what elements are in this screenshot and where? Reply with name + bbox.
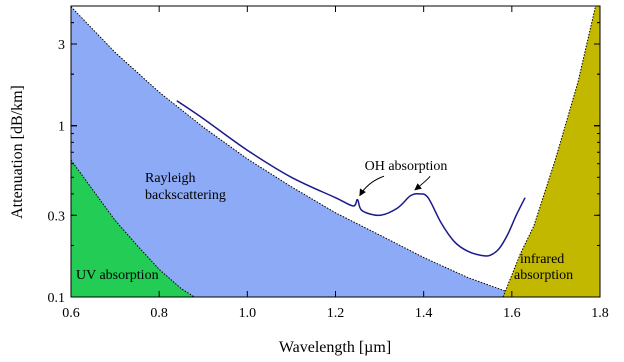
rayleigh-backscattering-region [71,6,534,297]
x-axis-ticks: 0.6 0.8 1.0 1.2 1.4 1.6 1.8 [62,6,609,321]
infrared-boundary-line [502,6,597,297]
x-tick-label: 1.2 [327,306,345,321]
uv-absorption-region [71,160,195,297]
x-tick-label: 0.6 [62,306,80,321]
rayleigh-label-line2: backscattering [145,188,226,203]
x-tick-label: 1.0 [239,306,257,321]
infrared-absorption-region [503,6,600,297]
x-axis-title: Wavelength [µm] [279,339,391,356]
x-tick-label: 0.8 [150,306,168,321]
y-axis-title: Attenuation [dB/km] [9,85,26,219]
oh-arrow [414,175,431,191]
x-tick-label: 1.8 [591,306,609,321]
x-tick-label: 1.4 [415,306,433,321]
uv-boundary-line [71,159,195,297]
measured-attenuation-curve [176,100,526,257]
x-tick-label: 1.6 [503,306,521,321]
oh-arrow [359,175,385,197]
y-tick-label: 1 [58,120,65,135]
oh-absorption-label: OH absorption [365,159,448,174]
rayleigh-label-line1: Rayleigh [145,171,196,186]
y-tick-label: 0.1 [48,291,66,306]
y-tick-label: 0.3 [48,209,66,224]
infrared-label-line2: absorption [514,268,573,283]
infrared-label-line1: infrared [520,252,564,267]
y-tick-label: 3 [58,38,65,53]
y-axis-ticks: 0.1 0.3 1 3 [48,5,600,306]
uv-absorption-label: UV absorption [76,268,159,283]
oh-absorption-arrows [359,175,431,197]
